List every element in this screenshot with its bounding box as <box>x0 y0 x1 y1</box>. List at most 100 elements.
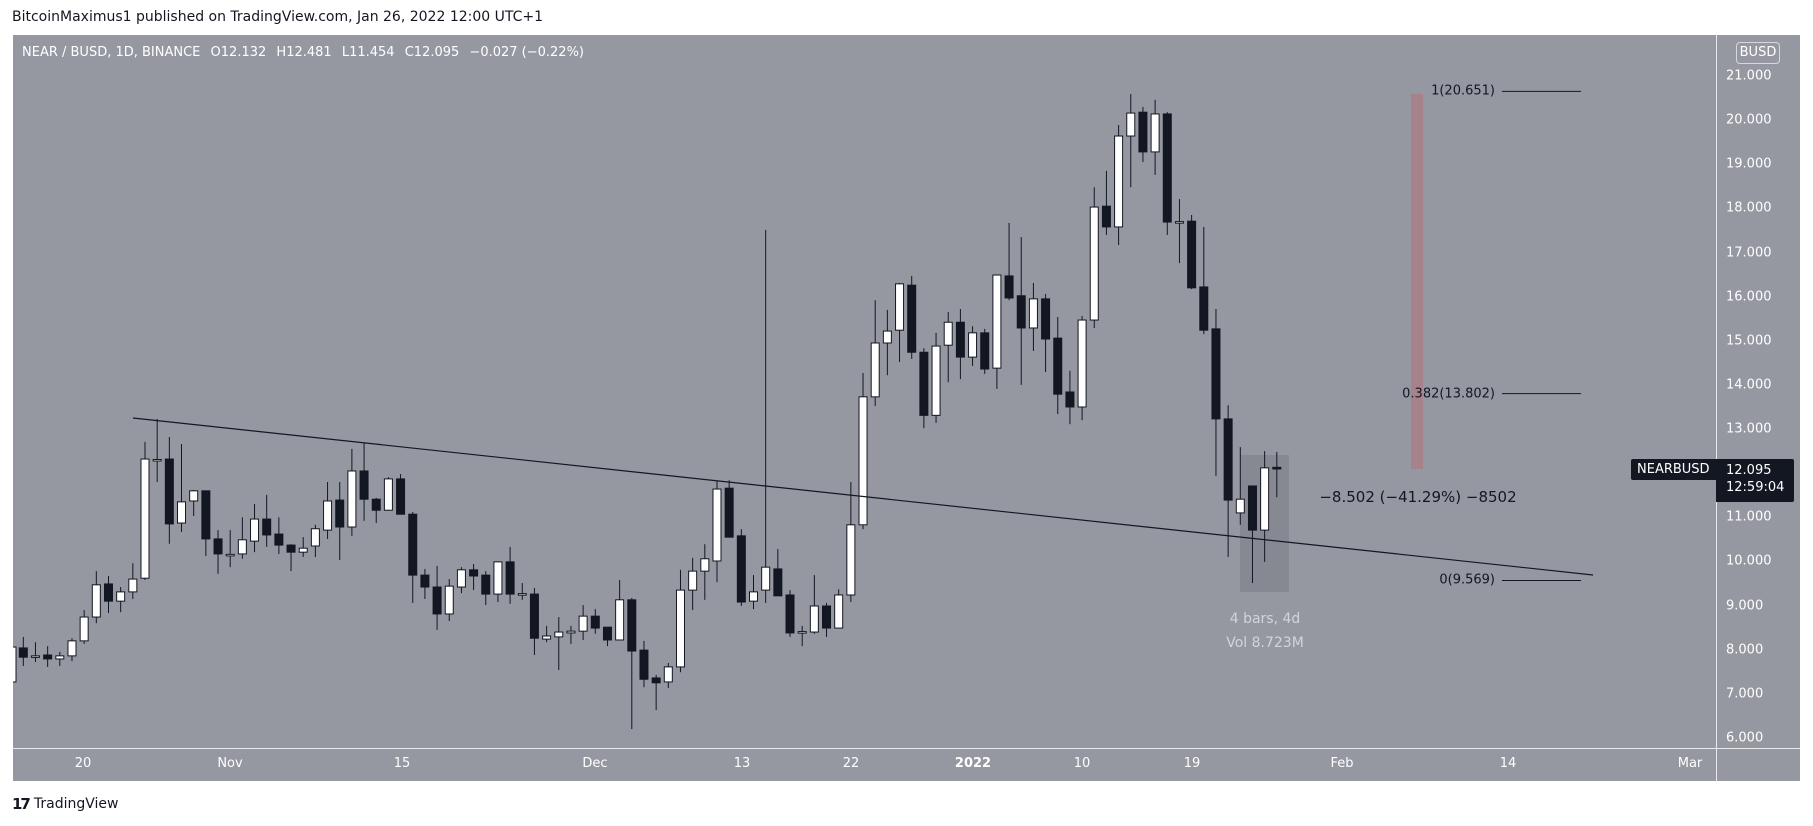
time-tick-label: Mar <box>1677 756 1703 771</box>
time-tick-label: 22 <box>842 756 860 771</box>
candle-body <box>980 332 990 370</box>
currency-badge[interactable]: BUSD <box>1736 42 1780 64</box>
candle-body <box>1162 113 1172 223</box>
candle-body <box>43 654 53 660</box>
candle-body <box>225 553 235 557</box>
time-tick-label: 13 <box>733 756 751 771</box>
candle-body <box>675 589 685 668</box>
candle-body <box>590 615 600 629</box>
candle-body <box>1247 485 1257 531</box>
tradingview-logo-icon: 17 <box>12 795 31 813</box>
candle-body <box>651 677 661 684</box>
candle-body <box>1028 298 1038 329</box>
candle-body <box>749 591 758 602</box>
candle-body <box>1016 295 1026 329</box>
candle-body <box>1187 220 1197 289</box>
tradingview-logo[interactable]: 17 TradingView <box>12 795 118 813</box>
candle-body <box>250 518 260 542</box>
candle-body <box>140 458 150 579</box>
candle-body <box>481 574 491 595</box>
candle-body <box>444 585 454 615</box>
candle-body <box>323 500 333 531</box>
fib-level-label: 0(9.569) <box>1439 572 1495 588</box>
descending-trendline <box>132 417 1594 576</box>
candle-body <box>943 321 953 346</box>
candle-body <box>420 574 430 588</box>
price-axis-divider <box>1716 35 1717 781</box>
price-tick-label: 9.000 <box>1726 598 1764 614</box>
candle-body <box>542 635 552 640</box>
fib-range-bar <box>1411 94 1423 469</box>
candle-body <box>493 561 503 595</box>
candle-body <box>310 528 320 547</box>
plot-layer <box>13 90 1594 730</box>
candle-body <box>30 655 40 658</box>
candle-body <box>919 351 929 416</box>
fib-level-label: 1(20.651) <box>1431 83 1495 99</box>
candle-body <box>882 330 892 344</box>
time-tick-label: 15 <box>393 756 411 771</box>
candle-body <box>700 558 710 572</box>
candle-body <box>335 499 345 528</box>
candle-body <box>517 593 527 596</box>
candle-body <box>1065 391 1075 408</box>
ohlc-low: L11.454 <box>341 45 395 60</box>
candle-body <box>359 470 369 500</box>
candle-body <box>1138 111 1148 153</box>
price-tick-label: 15.000 <box>1726 333 1772 349</box>
candle-body <box>286 544 296 553</box>
candle-body <box>1041 298 1051 340</box>
candle-body <box>834 594 844 629</box>
candle-body <box>18 647 28 658</box>
price-tick-label: 21.000 <box>1726 68 1772 84</box>
time-axis-divider <box>13 748 1800 749</box>
candle-body <box>907 284 917 353</box>
candle-body <box>177 501 187 524</box>
candle-body <box>79 616 89 642</box>
publisher-attribution: BitcoinMaximus1 published on TradingView… <box>12 9 544 25</box>
price-tick-label: 17.000 <box>1726 245 1772 261</box>
candle-body <box>1272 466 1282 470</box>
candle-body <box>1077 319 1087 408</box>
candle-body <box>931 345 941 416</box>
candle-body <box>1235 498 1245 514</box>
time-tick-label: 10 <box>1073 756 1091 771</box>
bar-countdown: 12:59:04 <box>1726 480 1785 495</box>
candle-body <box>1174 221 1184 224</box>
time-tick-label: 20 <box>74 756 92 771</box>
candle-body <box>1260 467 1270 531</box>
time-tick-label: 19 <box>1183 756 1201 771</box>
candle-body <box>1199 286 1209 331</box>
candle-body <box>578 615 588 632</box>
price-tick-label: 14.000 <box>1726 377 1772 393</box>
symbol-title[interactable]: NEAR / BUSD, 1D, BINANCE <box>22 45 201 60</box>
candle-body <box>469 569 479 577</box>
candle-body <box>1126 112 1136 137</box>
candle-body <box>298 547 308 553</box>
price-range-bars: 4 bars, 4d <box>1229 611 1301 627</box>
candle-body <box>529 593 539 639</box>
candle-body <box>189 490 199 502</box>
candle-body <box>639 649 649 680</box>
candle-body <box>262 518 272 536</box>
candle-body <box>602 626 612 641</box>
fib-level-label: 0.382(13.802) <box>1402 386 1495 402</box>
candle-body <box>91 584 101 618</box>
price-tick-label: 6.000 <box>1726 730 1764 746</box>
price-tick-label: 11.000 <box>1726 509 1772 525</box>
candle-body <box>505 561 515 595</box>
time-tick-label: 2022 <box>954 756 992 771</box>
candle-body <box>736 535 746 603</box>
candle-body <box>213 538 223 555</box>
candle-body <box>432 586 442 615</box>
candle-body <box>870 342 880 398</box>
candle-body <box>1150 113 1160 153</box>
candle-body <box>627 599 637 652</box>
candle-body <box>116 591 126 602</box>
candle-body <box>456 569 466 588</box>
candle-body <box>566 630 576 634</box>
chart-pane[interactable] <box>13 35 1800 781</box>
candle-body <box>858 396 868 526</box>
candle-body <box>1004 275 1014 299</box>
